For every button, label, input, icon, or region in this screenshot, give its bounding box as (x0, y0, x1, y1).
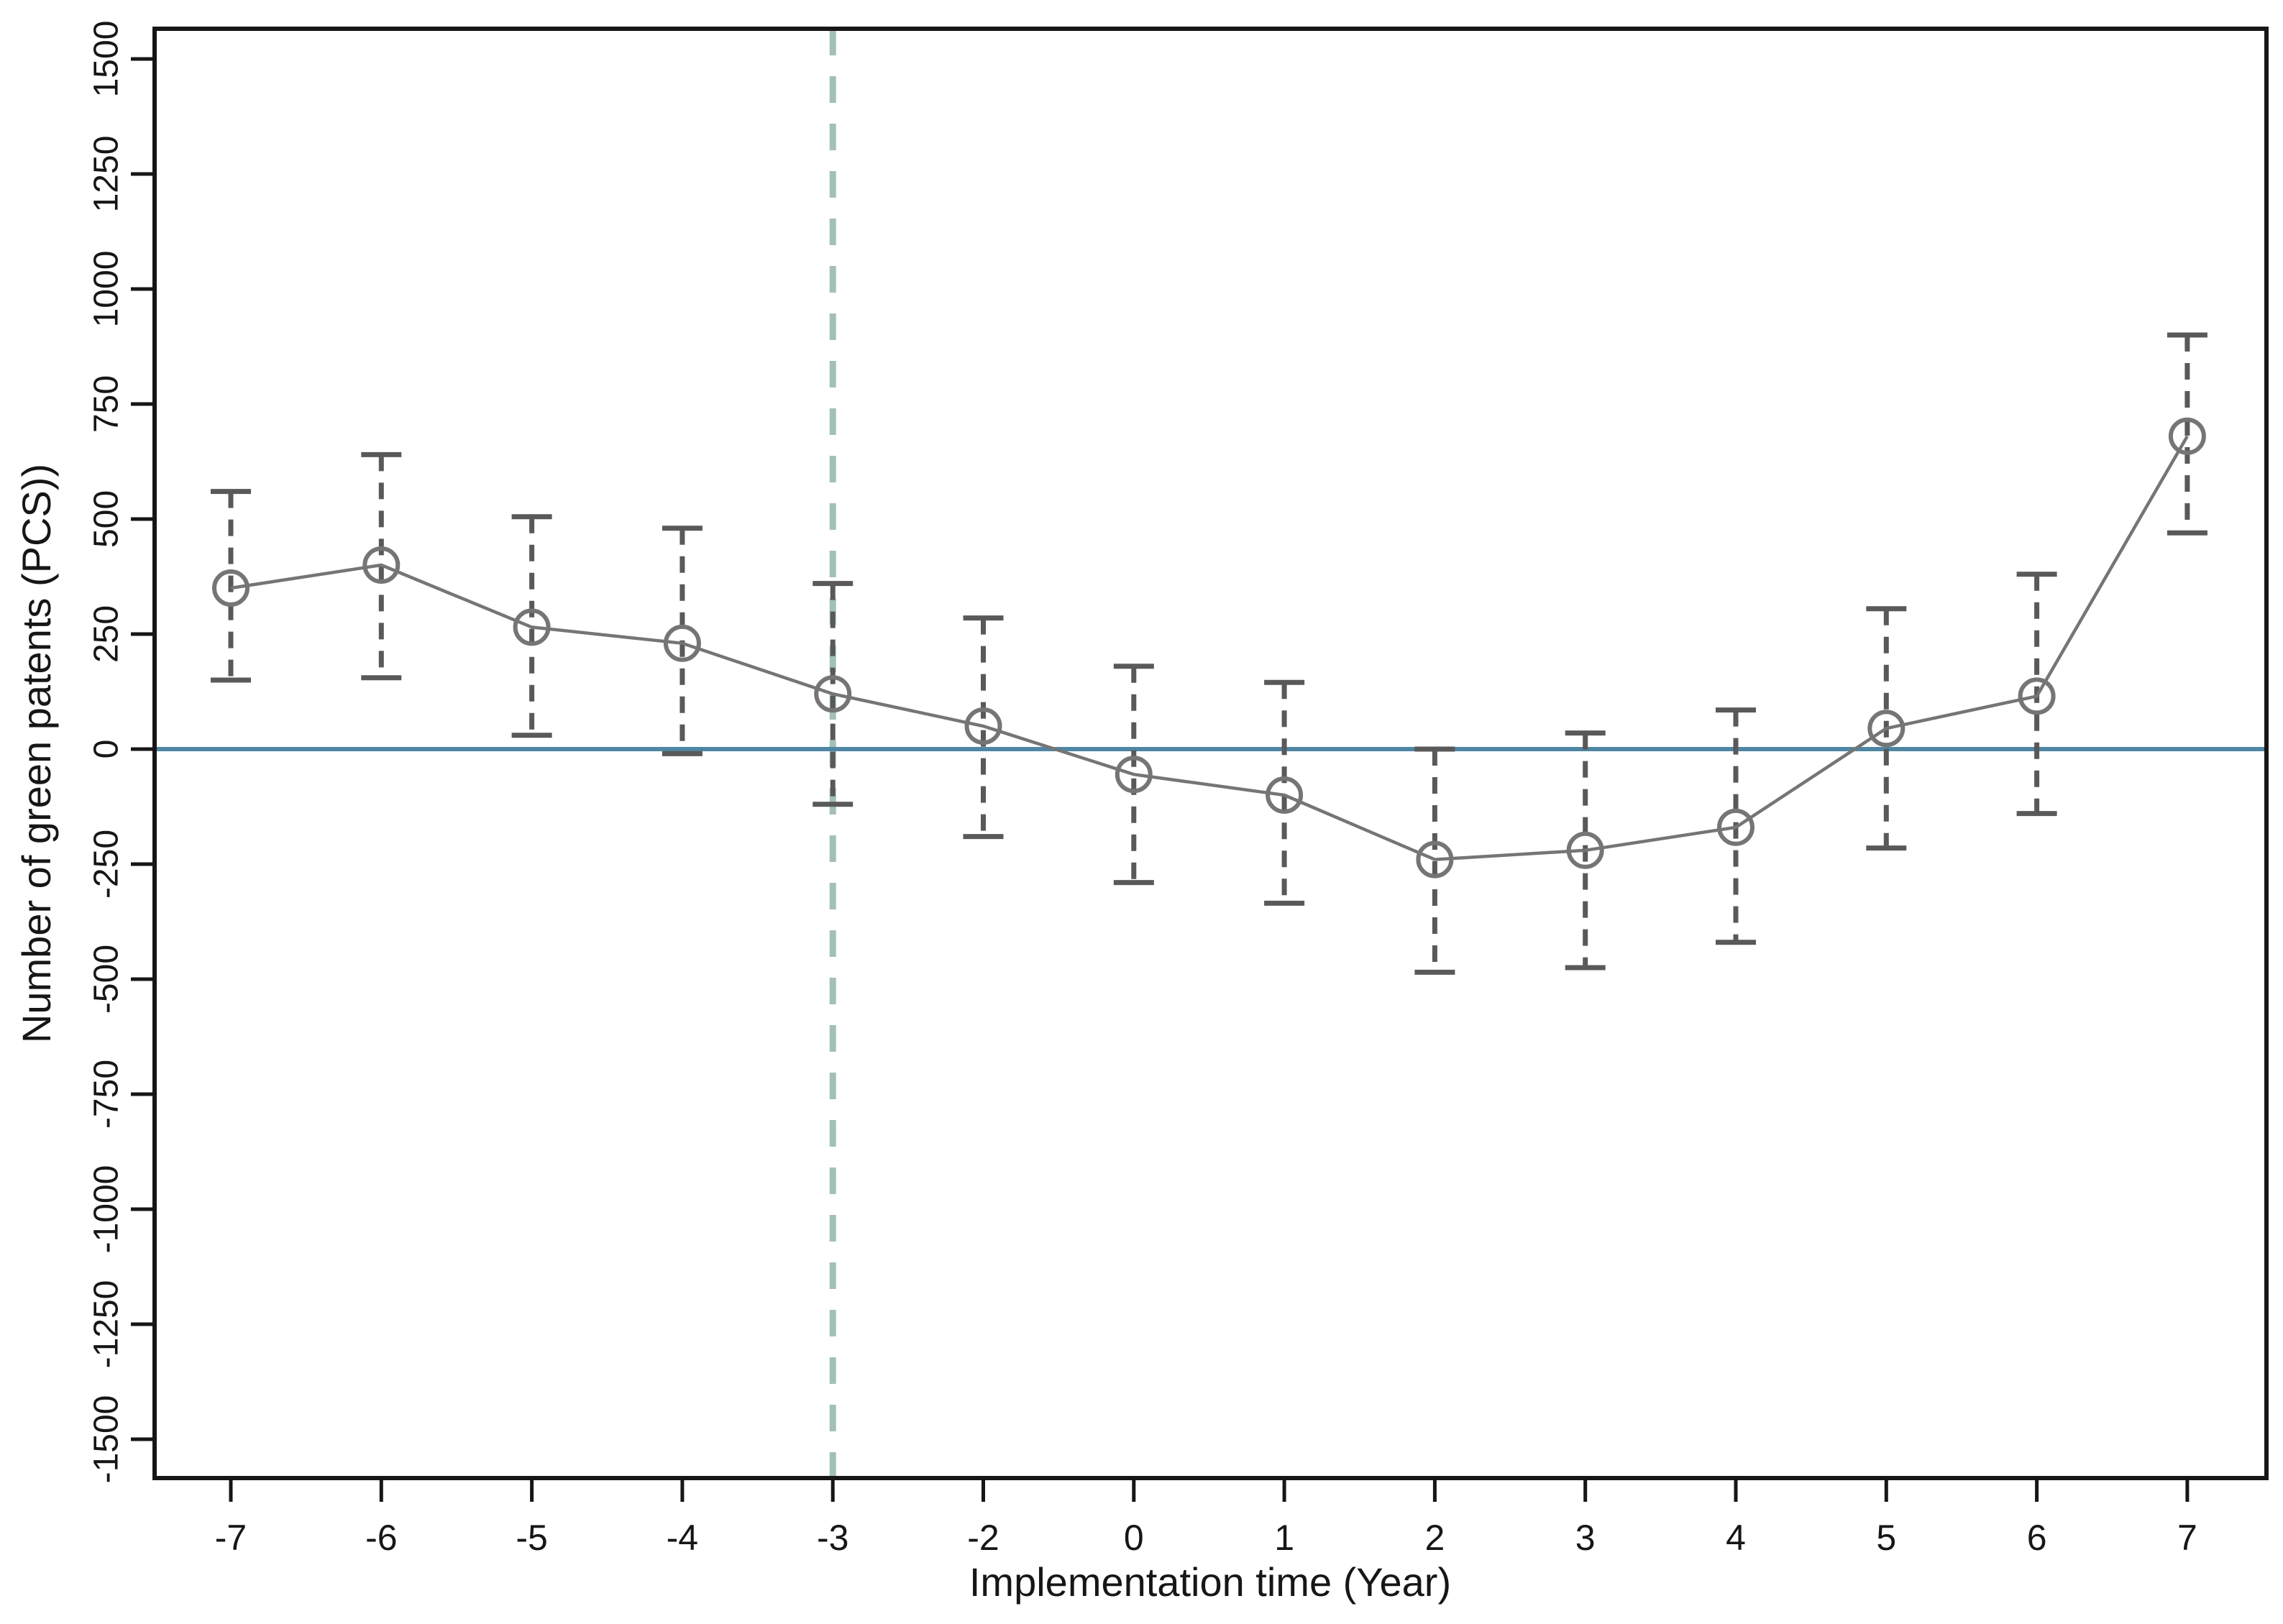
axes-layer: 1500125010007505002500-250-500-750-1000-… (88, 21, 2269, 1558)
series-layer (212, 417, 2206, 878)
x-tick-label: 1 (1274, 1518, 1294, 1558)
data-point-marker (814, 675, 852, 713)
data-point-marker (2018, 677, 2056, 715)
y-tick-label: 1500 (88, 21, 126, 98)
error-bars-layer (211, 332, 2207, 975)
error-bar (813, 581, 854, 807)
x-tick-label: 7 (2177, 1518, 2197, 1558)
y-tick-label: 0 (88, 740, 126, 759)
y-tick-label: 250 (88, 605, 126, 663)
error-bar (511, 514, 552, 738)
error-bar (211, 489, 251, 683)
x-tick-label: -7 (215, 1518, 247, 1558)
y-tick-label: 1250 (88, 136, 126, 213)
error-bar (1414, 746, 1455, 975)
error-bar (1113, 664, 1154, 886)
plot-frame (152, 27, 2269, 1480)
x-tick-label: 4 (1726, 1518, 1746, 1558)
coefficient-line (230, 435, 2189, 861)
data-point-marker (2168, 417, 2206, 455)
data-point-marker (212, 569, 250, 607)
data-point-marker (1266, 776, 1304, 814)
data-point-marker (663, 624, 701, 662)
error-bar (1264, 679, 1305, 906)
data-point-marker (964, 707, 1002, 745)
y-tick-label: 1000 (88, 251, 126, 328)
x-tick-label: 6 (2027, 1518, 2047, 1558)
y-tick-label: -250 (88, 830, 126, 899)
y-tick-label: -1000 (88, 1165, 126, 1254)
x-tick-label: 5 (1876, 1518, 1896, 1558)
y-tick-label: -1250 (88, 1280, 126, 1369)
x-tick-label: 3 (1575, 1518, 1596, 1558)
y-axis-title: Number of green patents (PCS)) (14, 464, 59, 1043)
data-point-marker (1717, 808, 1754, 846)
y-tick-label: 500 (88, 490, 126, 548)
y-tick-label: -750 (88, 1060, 126, 1129)
y-tick-label: -500 (88, 945, 126, 1014)
x-axis-title: Implementation time (Year) (969, 1559, 1451, 1605)
x-tick-label: -6 (365, 1518, 397, 1558)
data-point-marker (513, 608, 551, 646)
error-bar (361, 451, 402, 681)
error-bar (2167, 332, 2207, 536)
x-tick-label: 0 (1124, 1518, 1144, 1558)
data-point-marker (362, 546, 401, 584)
x-tick-label: -3 (817, 1518, 848, 1558)
error-bar (963, 615, 1004, 840)
data-point-marker (1867, 710, 1905, 748)
reference-lines-layer (155, 29, 2266, 1478)
data-point-marker (1416, 840, 1454, 878)
data-point-marker (1566, 831, 1604, 869)
data-point-marker (1115, 756, 1153, 794)
x-tick-label: -4 (667, 1518, 698, 1558)
x-tick-label: -2 (967, 1518, 999, 1558)
error-bar (662, 526, 703, 756)
y-tick-label: -1500 (88, 1395, 126, 1484)
y-tick-label: 750 (88, 375, 126, 433)
x-tick-label: -5 (516, 1518, 547, 1558)
x-tick-label: 2 (1424, 1518, 1445, 1558)
